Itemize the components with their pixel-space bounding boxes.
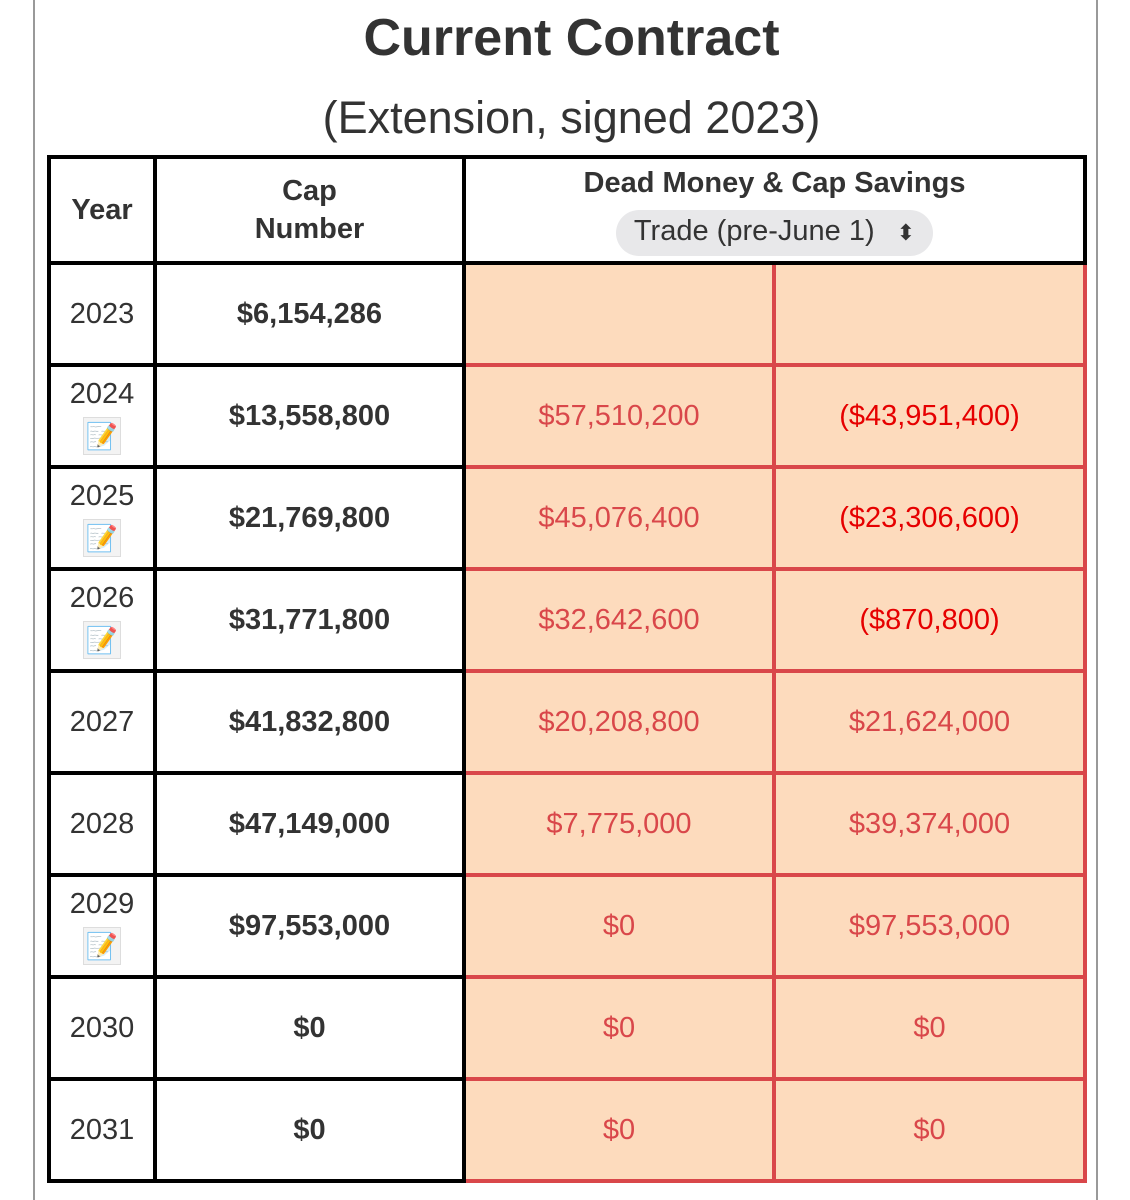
cap-number-cell: $6,154,286 bbox=[153, 261, 466, 367]
dead-money-cell: $0 bbox=[462, 873, 776, 979]
contract-table: Year Cap Number Dead Money & Cap Savings … bbox=[47, 155, 1087, 1183]
page-subtitle: (Extension, signed 2023) bbox=[322, 92, 821, 143]
memo-pencil-icon[interactable]: 📝 bbox=[83, 926, 121, 965]
header-cap-line1: Cap bbox=[282, 175, 337, 207]
cap-savings-cell: ($43,951,400) bbox=[772, 363, 1087, 469]
year-cell: 2026 📝 bbox=[47, 567, 157, 673]
chevron-updown-icon: ⬍ bbox=[896, 219, 916, 245]
table-row: 2024 📝 $13,558,800 $57,510,200 ($43,951,400) bbox=[47, 363, 1087, 469]
year-value: 2024 bbox=[69, 377, 135, 410]
year-value: 2026 bbox=[69, 581, 135, 614]
cap-savings-cell: $0 bbox=[772, 975, 1087, 1081]
year-cell: 2024 📝 bbox=[47, 363, 157, 469]
table-row: 2023 $6,154,286 bbox=[47, 261, 1087, 367]
table-row: 2027 $41,832,800 $20,208,800 $21,624,000 bbox=[47, 669, 1087, 775]
year-value: 2031 bbox=[69, 1113, 135, 1146]
memo-pencil-icon[interactable]: 📝 bbox=[83, 620, 121, 659]
scenario-select[interactable]: Trade (pre-June 1) ⬍ bbox=[615, 210, 934, 256]
page-border-right bbox=[1096, 0, 1098, 1200]
dead-money-cell bbox=[462, 261, 776, 367]
table-header-row: Year Cap Number Dead Money & Cap Savings … bbox=[47, 155, 1087, 265]
cap-number-cell: $21,769,800 bbox=[153, 465, 466, 571]
memo-pencil-icon[interactable]: 📝 bbox=[83, 518, 121, 557]
cap-savings-cell: $0 bbox=[772, 1077, 1087, 1183]
cap-number-cell: $31,771,800 bbox=[153, 567, 466, 673]
header-dead-money-label: Dead Money & Cap Savings bbox=[583, 167, 966, 200]
cap-savings-cell: $97,553,000 bbox=[772, 873, 1087, 979]
year-cell: 2031 bbox=[47, 1077, 157, 1183]
header-cap-line2: Number bbox=[254, 213, 365, 245]
dead-money-cell: $57,510,200 bbox=[462, 363, 776, 469]
header-cap-number: Cap Number bbox=[153, 155, 466, 265]
dead-money-cell: $0 bbox=[462, 975, 776, 1081]
cap-savings-cell: $21,624,000 bbox=[772, 669, 1087, 775]
year-value: 2028 bbox=[69, 807, 135, 840]
year-cell: 2023 bbox=[47, 261, 157, 367]
cap-number-cell: $0 bbox=[153, 975, 466, 1081]
table-row: 2030 $0 $0 $0 bbox=[47, 975, 1087, 1081]
header-year: Year bbox=[47, 155, 157, 265]
table-row: 2029 📝 $97,553,000 $0 $97,553,000 bbox=[47, 873, 1087, 979]
page-border-left bbox=[33, 0, 35, 1200]
year-cell: 2029 📝 bbox=[47, 873, 157, 979]
table-row: 2026 📝 $31,771,800 $32,642,600 ($870,800) bbox=[47, 567, 1087, 673]
cap-number-cell: $97,553,000 bbox=[153, 873, 466, 979]
dead-money-cell: $20,208,800 bbox=[462, 669, 776, 775]
scenario-select-value: Trade (pre-June 1) bbox=[633, 215, 875, 248]
year-cell: 2027 bbox=[47, 669, 157, 775]
year-cell: 2028 bbox=[47, 771, 157, 877]
cap-number-cell: $41,832,800 bbox=[153, 669, 466, 775]
year-value: 2027 bbox=[69, 705, 135, 738]
year-value: 2025 bbox=[69, 479, 135, 512]
cap-savings-cell bbox=[772, 261, 1087, 367]
header-dead-money: Dead Money & Cap Savings Trade (pre-June… bbox=[462, 155, 1087, 265]
dead-money-cell: $32,642,600 bbox=[462, 567, 776, 673]
cap-number-cell: $47,149,000 bbox=[153, 771, 466, 877]
year-value: 2029 bbox=[69, 887, 135, 920]
table-row: 2031 $0 $0 $0 bbox=[47, 1077, 1087, 1183]
table-row: 2028 $47,149,000 $7,775,000 $39,374,000 bbox=[47, 771, 1087, 877]
cap-savings-cell: $39,374,000 bbox=[772, 771, 1087, 877]
year-value: 2023 bbox=[69, 297, 135, 330]
cap-savings-cell: ($870,800) bbox=[772, 567, 1087, 673]
year-cell: 2030 bbox=[47, 975, 157, 1081]
dead-money-cell: $7,775,000 bbox=[462, 771, 776, 877]
cap-savings-cell: ($23,306,600) bbox=[772, 465, 1087, 571]
dead-money-cell: $45,076,400 bbox=[462, 465, 776, 571]
table-row: 2025 📝 $21,769,800 $45,076,400 ($23,306,600) bbox=[47, 465, 1087, 571]
year-cell: 2025 📝 bbox=[47, 465, 157, 571]
cap-number-cell: $13,558,800 bbox=[153, 363, 466, 469]
year-value: 2030 bbox=[69, 1011, 135, 1044]
cap-number-cell: $0 bbox=[153, 1077, 466, 1183]
memo-pencil-icon[interactable]: 📝 bbox=[83, 416, 121, 455]
dead-money-cell: $0 bbox=[462, 1077, 776, 1183]
page-title: Current Contract bbox=[363, 9, 780, 67]
